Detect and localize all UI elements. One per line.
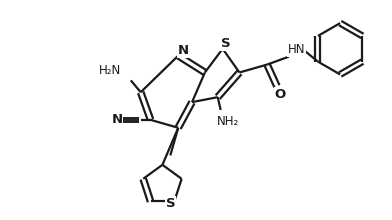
Text: O: O <box>274 88 285 101</box>
Text: S: S <box>221 37 230 50</box>
Text: S: S <box>165 197 175 210</box>
Text: N: N <box>111 113 123 126</box>
Text: N: N <box>178 44 189 57</box>
Text: H₂N: H₂N <box>99 64 121 77</box>
Text: NH₂: NH₂ <box>216 115 239 128</box>
Text: HN: HN <box>288 43 305 56</box>
